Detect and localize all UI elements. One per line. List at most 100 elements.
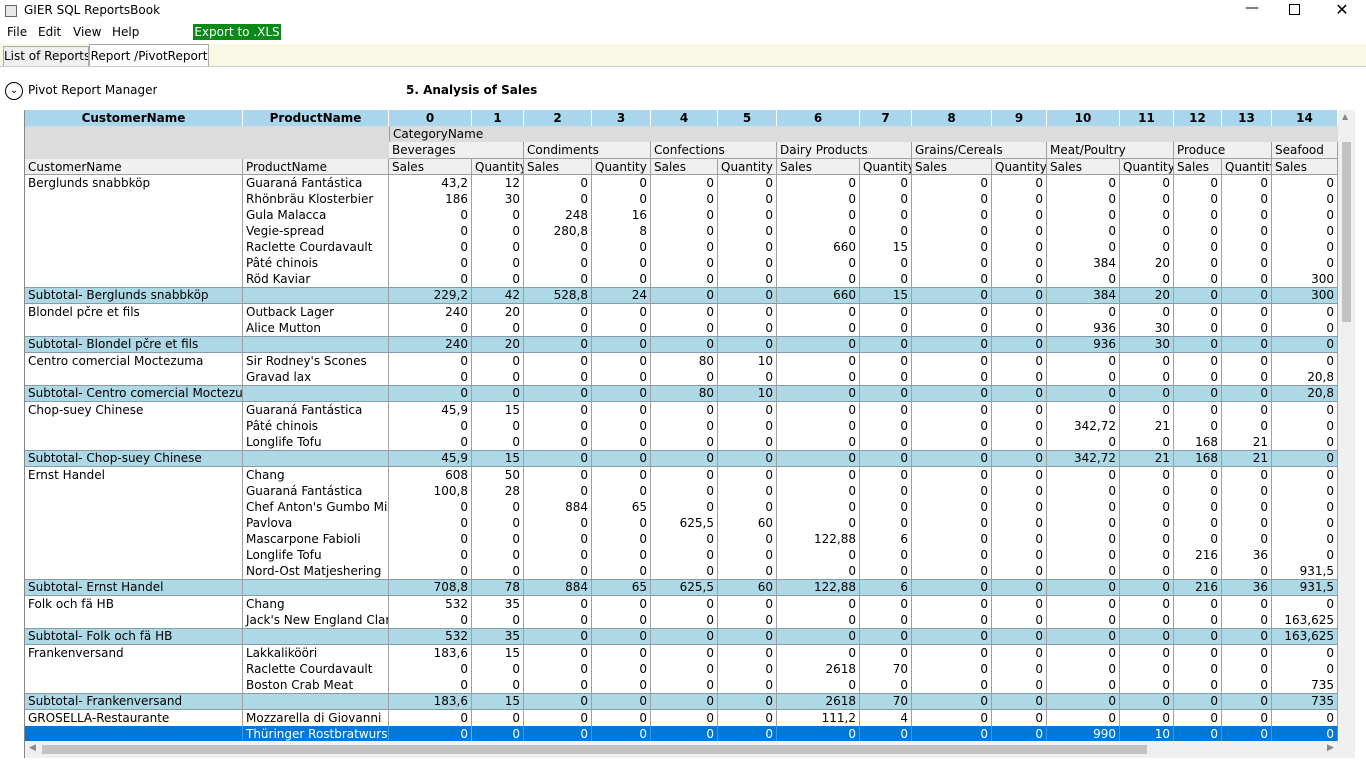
customer-cell (25, 271, 243, 287)
value-cell: 0 (472, 320, 524, 336)
value-cell: 0 (592, 596, 651, 612)
value-cell: 0 (1120, 710, 1174, 726)
scroll-thumb[interactable] (42, 745, 1147, 754)
value-cell: 0 (389, 320, 472, 336)
value-cell: 0 (777, 563, 860, 579)
subtotal-label: Subtotal- Blondel pčre et fils (25, 336, 243, 353)
value-cell: 0 (1222, 515, 1272, 531)
scroll-right[interactable]: ▶ (1327, 743, 1334, 753)
value-cell: 0 (992, 353, 1047, 369)
value-cell: 0 (718, 645, 777, 661)
value-cell: 0 (1272, 434, 1338, 450)
value-cell: 0 (1222, 596, 1272, 612)
value-cell: 0 (1222, 369, 1272, 385)
subtotal-value: 122,88 (777, 579, 860, 596)
subtotal-value: 0 (718, 450, 777, 467)
value-cell: 0 (472, 239, 524, 255)
subtotal-value: 0 (860, 385, 912, 402)
value-cell: 0 (1174, 645, 1222, 661)
value-cell: 0 (592, 645, 651, 661)
scroll-left[interactable]: ◀ (29, 743, 36, 753)
value-cell: 0 (777, 677, 860, 693)
category-label: Confections (651, 142, 777, 159)
customer-cell (25, 239, 243, 255)
value-cell: 163,625 (1272, 612, 1338, 628)
tab-active[interactable]: Report /PivotReport (89, 44, 209, 66)
value-cell: 0 (1222, 483, 1272, 499)
tab[interactable]: List of Reports (3, 46, 89, 66)
measure-header: Sales (1272, 159, 1338, 175)
value-cell: 0 (1174, 710, 1222, 726)
value-cell: 0 (718, 207, 777, 223)
scroll-up[interactable]: ▲ (1342, 112, 1349, 121)
subtotal-value: 0 (718, 693, 777, 710)
subtotal-value: 20 (472, 336, 524, 353)
subtotal-value: 0 (912, 385, 992, 402)
value-cell: 0 (1222, 499, 1272, 515)
subtotal-value: 0 (1174, 385, 1222, 402)
value-cell: 0 (592, 677, 651, 693)
restore[interactable] (1289, 4, 1300, 15)
category-label: Dairy Products (777, 142, 912, 159)
customer-cell (25, 677, 243, 693)
menu-item[interactable]: View (73, 25, 102, 39)
subtotal-value: 163,625 (1272, 628, 1338, 645)
value-cell: 0 (992, 320, 1047, 336)
subtotal-value: 0 (524, 628, 592, 645)
subtotal-value: 0 (777, 450, 860, 467)
value-cell: 300 (1272, 271, 1338, 287)
value-cell: 0 (651, 710, 718, 726)
menu-item[interactable]: File (7, 25, 28, 39)
category-label: Produce (1174, 142, 1272, 159)
expander-icon[interactable]: ⌄ (5, 82, 23, 100)
value-cell: 0 (860, 726, 912, 741)
export-button[interactable]: Export to .XLS (193, 24, 281, 40)
header-band (25, 126, 1338, 142)
horizontal-scrollbar[interactable]: ◀ ▶ (25, 741, 1355, 758)
minimize[interactable]: — (1245, 0, 1259, 16)
value-cell: 0 (1120, 207, 1174, 223)
value-cell: 0 (1120, 175, 1174, 191)
report-title: 5. Analysis of Sales (406, 83, 538, 97)
value-cell: 0 (524, 531, 592, 547)
measure-header: Sales (524, 159, 592, 175)
vertical-scrollbar[interactable]: ▲ (1338, 110, 1355, 741)
value-cell: 15 (472, 645, 524, 661)
subtotal-cell (243, 693, 389, 710)
value-cell: 0 (1047, 402, 1120, 418)
value-cell: 0 (1174, 304, 1222, 320)
value-cell: 0 (651, 175, 718, 191)
value-cell: 0 (1120, 499, 1174, 515)
close[interactable]: ✕ (1335, 0, 1349, 19)
value-cell: 0 (912, 304, 992, 320)
subtotal-value: 0 (524, 336, 592, 353)
value-cell: 0 (718, 255, 777, 271)
value-cell: 0 (777, 175, 860, 191)
measure-header: Sales (389, 159, 472, 175)
value-cell: 0 (718, 499, 777, 515)
value-cell: 0 (389, 661, 472, 677)
value-cell: 0 (992, 271, 1047, 287)
subtotal-label: Subtotal- Folk och fä HB (25, 628, 243, 645)
product-cell: Chang (243, 596, 389, 612)
scroll-thumb[interactable] (1342, 142, 1351, 322)
value-cell: 0 (592, 661, 651, 677)
value-cell: 884 (524, 499, 592, 515)
value-cell: 30 (1120, 320, 1174, 336)
menu-item[interactable]: Help (112, 25, 140, 39)
value-cell: 0 (524, 726, 592, 741)
value-cell: 0 (1047, 434, 1120, 450)
value-cell: 0 (592, 563, 651, 579)
menu-item[interactable]: Edit (38, 25, 62, 39)
value-cell: 342,72 (1047, 418, 1120, 434)
value-cell: 0 (1120, 223, 1174, 239)
value-cell: 0 (992, 612, 1047, 628)
value-cell: 0 (389, 271, 472, 287)
value-cell: 0 (777, 353, 860, 369)
value-cell: 0 (1174, 271, 1222, 287)
value-cell: 0 (1047, 467, 1120, 483)
subtotal-value: 0 (1272, 450, 1338, 467)
manager-label[interactable]: Pivot Report Manager (28, 83, 158, 97)
value-cell: 20,8 (1272, 369, 1338, 385)
value-cell: 0 (592, 255, 651, 271)
